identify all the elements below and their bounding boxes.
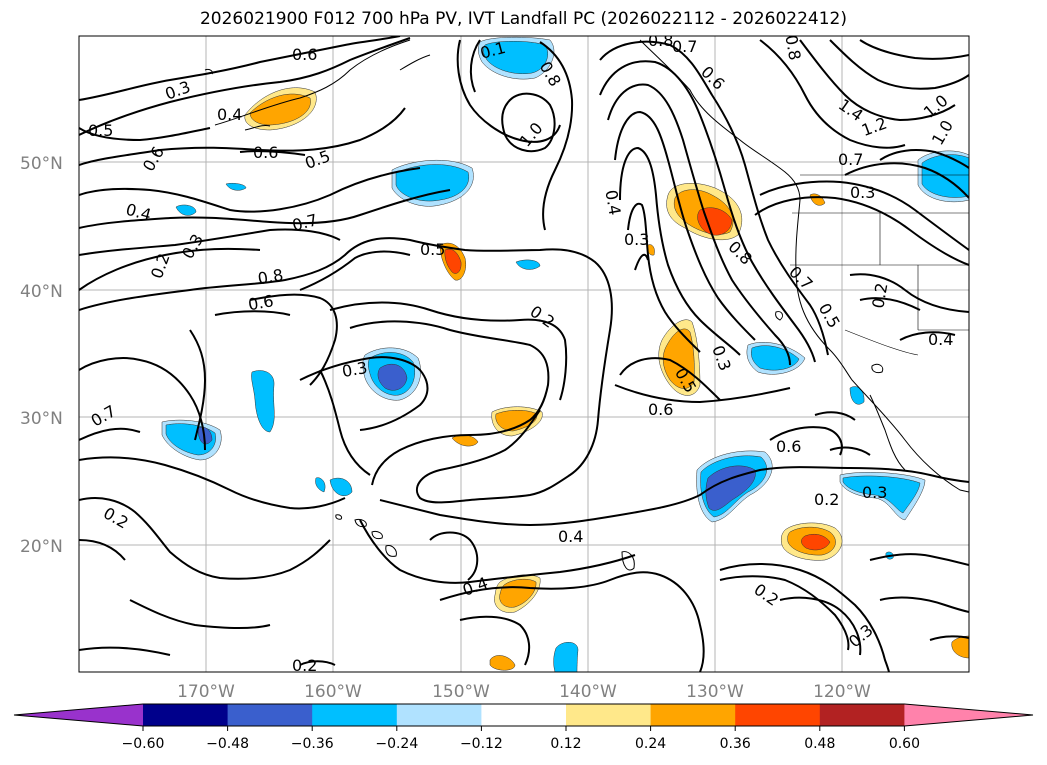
contour-label: 0.3 [862, 483, 887, 502]
contour-label: 0.5 [88, 121, 113, 140]
colorbar-bin [227, 704, 313, 726]
longitude-labels: 170°W 160°W 150°W 140°W 130°W 120°W [177, 682, 871, 702]
contour-label: 0.4 [601, 188, 624, 216]
political-borders [790, 174, 969, 356]
colorbar-tick-label: 0.48 [804, 736, 835, 752]
pv-contours [79, 36, 969, 672]
contour-label: 0.7 [672, 37, 697, 56]
lon-label: 140°W [559, 682, 617, 702]
colorbar-bin [143, 704, 229, 726]
colorbar-bin [735, 704, 821, 726]
contour-label: 0.6 [292, 45, 317, 64]
contour-label: 0.8 [648, 31, 673, 50]
colorbar-tick-label: 0.36 [720, 736, 751, 752]
contour-label: 0.8 [781, 33, 804, 61]
contour-label: 0.2 [292, 656, 317, 675]
lon-label: 160°W [304, 682, 362, 702]
colorbar: −0.60 −0.48 −0.36 −0.24 −0.12 0.12 0.24 0.36 0.4… [13, 703, 1034, 752]
colorbar-tick-label: 0.60 [889, 736, 920, 752]
lat-label: 20°N [20, 537, 63, 557]
contour-label: 0.2 [868, 281, 891, 309]
lon-label: 170°W [177, 682, 235, 702]
contour-label: 0.3 [850, 183, 875, 202]
contour-label: 0.4 [928, 330, 953, 349]
colorbar-bin [396, 704, 482, 726]
colorbar-tick-label: −0.24 [375, 736, 418, 752]
contour-label: 0.5 [420, 240, 445, 259]
colorbar-extend-max [904, 704, 1033, 726]
colorbar-bin [312, 704, 398, 726]
colorbar-tick-label: −0.48 [206, 736, 249, 752]
contour-label: 0.4 [217, 105, 242, 124]
contour-label: 0.4 [558, 527, 583, 546]
lat-label: 30°N [20, 409, 63, 429]
colorbar-extend-min [14, 704, 143, 726]
contour-label: 0.6 [247, 291, 275, 314]
contour-label: 0.6 [253, 143, 278, 162]
lon-label: 120°W [813, 682, 871, 702]
contour-label: 0.3 [340, 358, 368, 381]
colorbar-tick-label: 0.24 [635, 736, 666, 752]
colorbar-tick-label: −0.12 [460, 736, 503, 752]
colorbar-tick-label: −0.60 [122, 736, 165, 752]
map-panel[interactable]: 0.3 0.4 0.5 0.6 0.6 0.5 0.4 0.3 0.2 0.7 … [79, 31, 969, 675]
colorbar-bin [650, 704, 736, 726]
contour-label: 0.3 [624, 230, 649, 249]
lon-label: 150°W [432, 682, 490, 702]
colorbar-tick-label: 0.12 [550, 736, 581, 752]
contour-label: 0.6 [648, 400, 673, 419]
colorbar-tick-label: −0.36 [291, 736, 334, 752]
contour-label: 0.8 [256, 265, 284, 288]
lon-label: 130°W [686, 682, 744, 702]
latitude-labels: 50°N 40°N 30°N 20°N [20, 154, 63, 557]
lat-label: 50°N [20, 154, 63, 174]
map-frame [78, 35, 970, 673]
coastlines [204, 39, 969, 571]
contour-label: 0.2 [814, 490, 839, 509]
colorbar-bin [819, 704, 905, 726]
colorbar-bin [566, 704, 652, 726]
contour-label: 0.7 [838, 150, 863, 169]
lat-label: 40°N [20, 282, 63, 302]
colorbar-bin [481, 704, 567, 726]
map-title: 2026021900 F012 700 hPa PV, IVT Landfall… [199, 9, 847, 29]
contour-label: 0.6 [776, 437, 801, 456]
